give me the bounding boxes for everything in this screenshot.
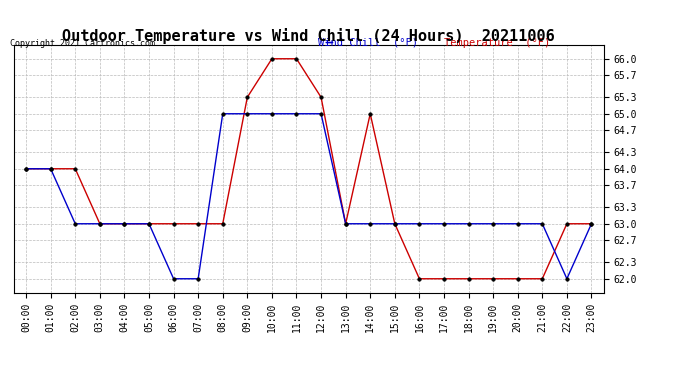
Text: Wind Chill  (°F): Wind Chill (°F) <box>317 38 417 48</box>
Title: Outdoor Temperature vs Wind Chill (24 Hours)  20211006: Outdoor Temperature vs Wind Chill (24 Ho… <box>62 28 555 44</box>
Text: Temperature  (°F): Temperature (°F) <box>444 38 551 48</box>
Text: Copyright 2021 Cartronics.com: Copyright 2021 Cartronics.com <box>10 39 155 48</box>
